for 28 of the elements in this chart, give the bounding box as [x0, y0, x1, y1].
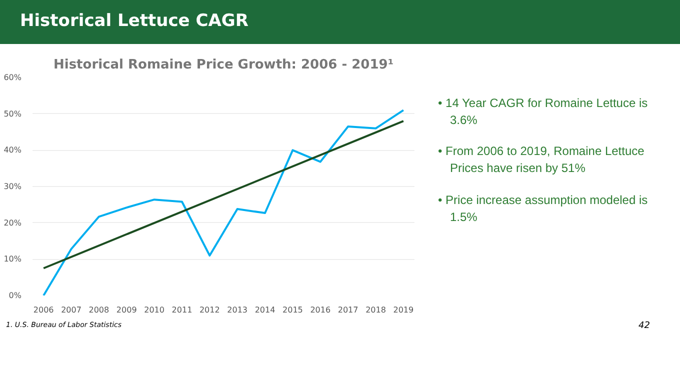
x-tick-label: 2007	[61, 306, 82, 314]
text: • Price increase assumption modeled is 1.5%	[438, 192, 649, 226]
x-tick-label: 2014	[254, 306, 276, 314]
x-tick-label: 2010	[144, 306, 164, 314]
chart-title: Historical Romaine Price Growth: 2006 - 2019¹	[53, 58, 394, 72]
y-tick-label: 30%	[4, 182, 22, 191]
y-tick-label: 20%	[4, 218, 22, 228]
text: • 14 Year CAGR for Romaine Lettuce is 3.6%	[438, 95, 649, 130]
x-tick-label: 2016	[310, 306, 331, 314]
y-tick-label: 60%	[4, 73, 22, 82]
text: 42	[638, 320, 650, 333]
y-tick-label: 40%	[4, 146, 22, 155]
x-tick-label: 2009	[116, 306, 137, 314]
x-tick-label: 2012	[199, 306, 220, 314]
x-tick-label: 2017	[338, 306, 358, 314]
x-tick-label: 2006	[33, 306, 54, 314]
y-tick-label: 0%	[8, 291, 22, 300]
text: Historical Lettuce CAGR	[0, 0, 680, 44]
x-tick-label: 2015	[282, 306, 303, 314]
y-tick-label: 10%	[4, 254, 22, 264]
line-series	[42, 109, 404, 296]
x-tick-label: 2011	[172, 306, 192, 314]
x-tick-label: 2013	[227, 306, 248, 314]
y-tick-label: 50%	[4, 109, 22, 118]
x-tick-label: 2008	[88, 306, 110, 314]
x-tick-label: 2018	[366, 306, 386, 314]
text: • From 2006 to 2019, Romaine Lettuce Prices have risen by 51%	[438, 143, 646, 178]
x-tick-label: 2019	[393, 306, 414, 314]
